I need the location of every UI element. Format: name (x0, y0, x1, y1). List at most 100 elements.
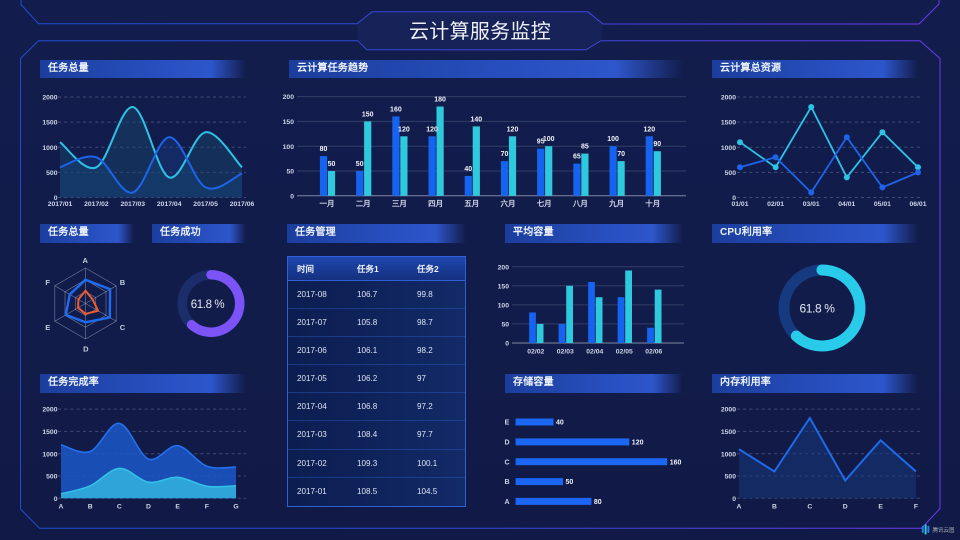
svg-text:0: 0 (732, 496, 736, 503)
svg-text:0: 0 (54, 496, 58, 503)
svg-text:1000: 1000 (42, 145, 57, 152)
svg-text:B: B (772, 504, 777, 511)
svg-text:C: C (504, 459, 509, 466)
svg-text:0: 0 (54, 195, 58, 202)
svg-text:B: B (120, 278, 126, 287)
svg-text:C: C (117, 504, 122, 511)
svg-text:F: F (45, 278, 50, 287)
svg-text:C: C (807, 504, 812, 511)
svg-text:80: 80 (320, 146, 328, 153)
svg-text:02/04: 02/04 (586, 349, 603, 356)
svg-text:A: A (504, 499, 509, 506)
svg-text:160: 160 (390, 106, 402, 113)
svg-text:05/01: 05/01 (874, 201, 891, 208)
svg-text:E: E (45, 323, 50, 332)
svg-text:02/06: 02/06 (645, 349, 662, 356)
svg-text:40: 40 (464, 166, 472, 173)
svg-text:150: 150 (498, 283, 510, 290)
svg-text:70: 70 (501, 151, 509, 158)
svg-text:六月: 六月 (501, 198, 516, 208)
svg-text:120: 120 (643, 126, 655, 133)
svg-text:150: 150 (283, 119, 295, 126)
svg-text:B: B (504, 479, 509, 486)
svg-text:500: 500 (46, 170, 58, 177)
svg-text:1500: 1500 (721, 429, 736, 436)
svg-text:C: C (120, 323, 126, 332)
svg-text:0: 0 (290, 193, 294, 200)
svg-text:50: 50 (566, 479, 574, 486)
svg-text:A: A (737, 504, 742, 511)
svg-text:七月: 七月 (537, 198, 552, 208)
svg-text:70: 70 (617, 151, 625, 158)
svg-text:1000: 1000 (721, 451, 736, 458)
svg-text:500: 500 (46, 474, 58, 481)
svg-text:E: E (175, 504, 180, 511)
svg-text:1000: 1000 (42, 451, 57, 458)
svg-text:02/01: 02/01 (767, 201, 784, 208)
svg-text:85: 85 (581, 144, 589, 151)
svg-text:G: G (233, 504, 238, 511)
svg-text:E: E (878, 504, 883, 511)
svg-text:500: 500 (725, 170, 737, 177)
svg-text:120: 120 (632, 440, 644, 447)
svg-text:150: 150 (362, 111, 374, 118)
svg-text:180: 180 (434, 97, 446, 104)
svg-text:D: D (504, 440, 509, 447)
svg-text:120: 120 (398, 126, 410, 133)
svg-text:D: D (83, 344, 89, 353)
svg-text:100: 100 (283, 144, 295, 151)
svg-text:100: 100 (607, 136, 619, 143)
svg-text:40: 40 (556, 420, 564, 427)
svg-text:95: 95 (537, 139, 545, 146)
svg-text:2000: 2000 (721, 407, 736, 414)
svg-text:2017/03: 2017/03 (121, 201, 146, 208)
svg-text:B: B (88, 504, 93, 511)
svg-text:E: E (505, 420, 510, 427)
svg-text:二月: 二月 (356, 199, 371, 208)
svg-text:2017/06: 2017/06 (230, 201, 255, 208)
svg-text:D: D (843, 504, 848, 511)
svg-text:65: 65 (573, 154, 581, 161)
svg-text:2017/02: 2017/02 (84, 201, 109, 208)
svg-text:50: 50 (356, 161, 364, 168)
svg-text:2017/05: 2017/05 (193, 201, 218, 208)
svg-text:八月: 八月 (572, 199, 588, 208)
svg-text:四月: 四月 (428, 199, 443, 208)
svg-text:0: 0 (505, 341, 509, 348)
svg-text:02/05: 02/05 (616, 349, 633, 356)
svg-text:F: F (205, 504, 209, 511)
svg-text:A: A (82, 256, 88, 265)
svg-text:02/02: 02/02 (527, 349, 544, 356)
svg-text:五月: 五月 (464, 199, 479, 208)
svg-text:D: D (146, 504, 151, 511)
svg-text:200: 200 (283, 94, 295, 101)
svg-text:100: 100 (543, 136, 555, 143)
svg-text:50: 50 (501, 322, 509, 329)
svg-text:200: 200 (498, 264, 510, 271)
svg-text:三月: 三月 (392, 199, 407, 208)
svg-text:F: F (914, 504, 918, 511)
svg-text:140: 140 (470, 116, 482, 123)
svg-text:04/01: 04/01 (838, 201, 855, 208)
svg-text:1000: 1000 (721, 145, 736, 152)
svg-text:九月: 九月 (608, 198, 624, 208)
svg-text:120: 120 (426, 126, 438, 133)
svg-text:2017/04: 2017/04 (157, 201, 182, 208)
svg-text:2000: 2000 (721, 95, 736, 102)
svg-text:01/01: 01/01 (731, 201, 748, 208)
svg-text:160: 160 (670, 459, 682, 466)
svg-text:十月: 十月 (645, 198, 660, 208)
svg-text:61.8 %: 61.8 % (800, 301, 836, 315)
svg-text:80: 80 (594, 499, 602, 506)
svg-text:A: A (59, 504, 64, 511)
svg-text:1500: 1500 (42, 429, 57, 436)
svg-text:03/01: 03/01 (803, 201, 820, 208)
svg-text:06/01: 06/01 (909, 201, 926, 208)
svg-text:1500: 1500 (42, 120, 57, 127)
svg-text:50: 50 (328, 161, 336, 168)
svg-text:2017/01: 2017/01 (48, 201, 73, 208)
svg-text:2000: 2000 (42, 95, 57, 102)
svg-text:1500: 1500 (721, 120, 736, 127)
svg-text:0: 0 (732, 195, 736, 202)
svg-text:50: 50 (286, 169, 294, 176)
